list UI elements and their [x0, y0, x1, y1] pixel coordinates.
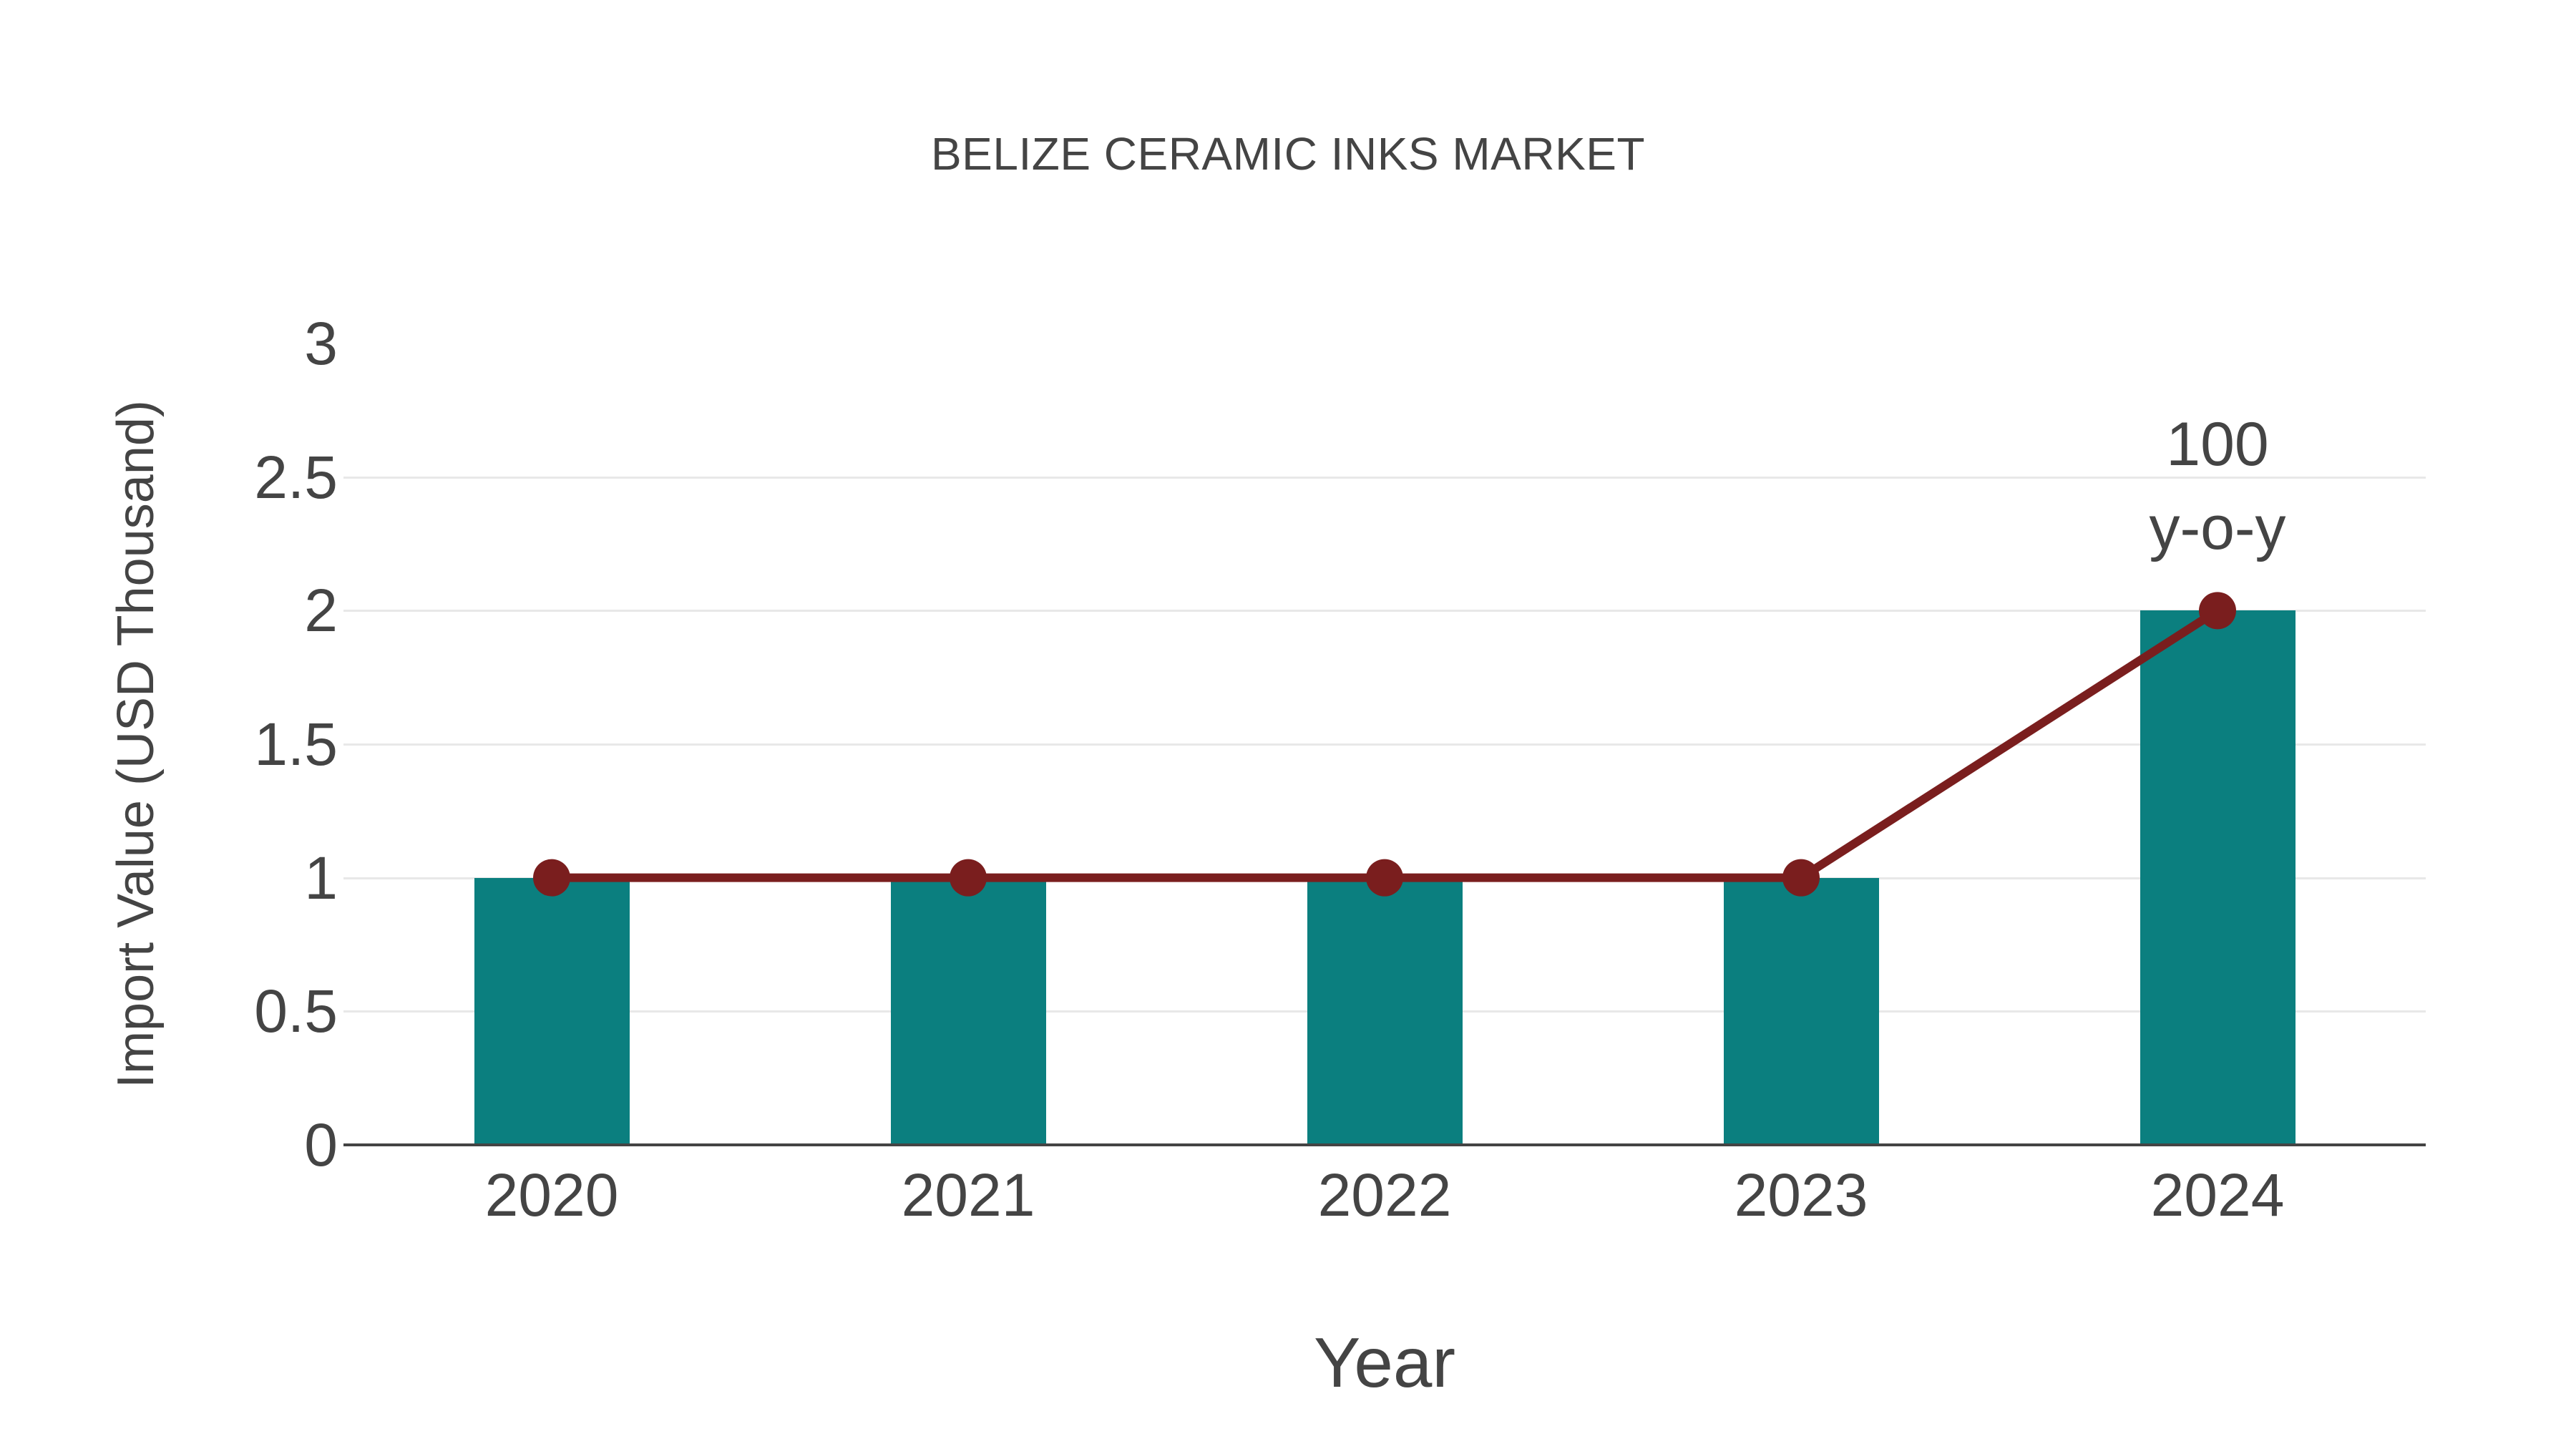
x-tick-label-2022: 2022: [1317, 1161, 1452, 1229]
x-tick-label-2021: 2021: [901, 1161, 1035, 1229]
gridline: [343, 743, 2426, 746]
gridline: [343, 610, 2426, 613]
annotation-value: 100: [2166, 410, 2269, 479]
y-tick-label: 3: [304, 310, 338, 377]
bar-2023: [1724, 878, 1879, 1145]
y-tick-label: 0.5: [254, 977, 338, 1045]
x-tick-label-2024: 2024: [2150, 1161, 2285, 1229]
y-tick-label: 2: [304, 577, 338, 645]
annotation-label: y-o-y: [2149, 494, 2286, 563]
bar-2020: [474, 878, 630, 1145]
x-tick-label-2023: 2023: [1734, 1161, 1868, 1229]
line-series: [533, 592, 2236, 897]
bar-2022: [1307, 878, 1463, 1145]
line-marker-2020: [533, 859, 570, 897]
line-marker-2023: [1782, 859, 1820, 897]
bar-2021: [891, 878, 1046, 1145]
gridline: [343, 476, 2426, 479]
annotation: 100 y-o-y: [2149, 403, 2285, 570]
y-tick-label: 0: [304, 1111, 338, 1179]
x-axis-line: [343, 1143, 2426, 1146]
plot-area: 100 y-o-y: [343, 343, 2426, 1146]
line-marker-2022: [1366, 859, 1403, 897]
y-tick-label: 1: [304, 844, 338, 912]
bar-2024: [2140, 610, 2296, 1145]
x-tick-label-2020: 2020: [484, 1161, 619, 1229]
line-marker-2021: [950, 859, 987, 897]
y-tick-label: 1.5: [254, 711, 338, 778]
x-axis-title: Year: [1313, 1323, 1456, 1402]
y-tick-label: 2.5: [254, 443, 338, 511]
chart-title: BELIZE CERAMIC INKS MARKET: [930, 128, 1646, 180]
line-marker-2024: [2199, 592, 2236, 630]
